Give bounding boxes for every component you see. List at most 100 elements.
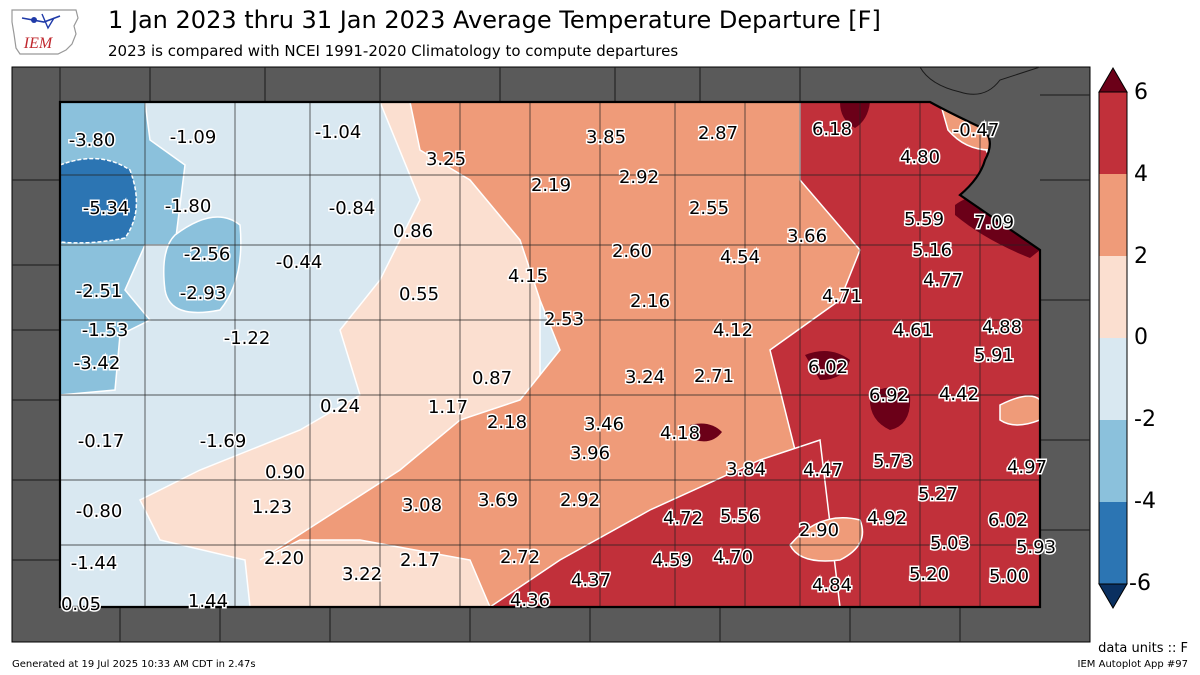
value-label: 2.17 [400, 550, 440, 571]
value-label: 5.91 [974, 345, 1014, 366]
value-label: 4.15 [508, 266, 548, 287]
value-label: 7.09 [974, 212, 1014, 233]
value-label: -3.80 [69, 130, 116, 151]
value-label: 3.66 [787, 226, 827, 247]
value-label: 3.08 [402, 495, 442, 516]
value-label: 2.53 [544, 309, 584, 330]
value-label: -5.34 [83, 198, 130, 219]
value-label: 4.84 [812, 575, 852, 596]
logo-text: IEM [23, 35, 54, 52]
value-label: 4.88 [982, 317, 1022, 338]
value-label: 2.18 [487, 412, 527, 433]
value-label: 4.36 [510, 590, 550, 611]
value-label: 6.18 [812, 119, 852, 140]
value-label: 4.42 [939, 384, 979, 405]
value-label: 2.90 [799, 520, 839, 541]
value-label: 3.24 [625, 367, 665, 388]
colorbar-tick-label: -2 [1134, 407, 1156, 432]
map-title: 1 Jan 2023 thru 31 Jan 2023 Average Temp… [108, 6, 881, 34]
value-label: 0.24 [320, 396, 360, 417]
value-label: 2.72 [500, 547, 540, 568]
value-label: -2.51 [76, 281, 123, 302]
value-label: -1.22 [224, 328, 271, 349]
contour-over-6-a [840, 102, 870, 128]
value-label: 4.97 [1007, 457, 1047, 478]
value-label: 4.71 [822, 286, 862, 307]
app-reference: IEM Autoplot App #97 [1077, 659, 1188, 670]
colorbar-bin [1099, 420, 1127, 502]
value-label: 4.72 [663, 508, 703, 529]
colorbar-under-arrow [1098, 583, 1128, 609]
generated-timestamp: Generated at 19 Jul 2025 10:33 AM CDT in… [12, 659, 256, 670]
value-label: 4.80 [900, 147, 940, 168]
colorbar-tick-label: 0 [1134, 325, 1148, 350]
value-label: 2.92 [619, 167, 659, 188]
value-label: -0.80 [76, 501, 123, 522]
value-label: 3.46 [584, 414, 624, 435]
value-label: -0.84 [329, 198, 376, 219]
value-label: -1.80 [165, 196, 212, 217]
value-label: 0.87 [472, 368, 512, 389]
contour-over-6-e [690, 423, 722, 442]
value-label: 4.61 [893, 320, 933, 341]
colorbar-bin [1099, 502, 1127, 584]
value-label: 5.56 [720, 506, 760, 527]
value-label: 0.05 [61, 594, 101, 615]
colorbar-ticks: 6 4 2 0 -2 -4 -6 [1129, 80, 1156, 596]
colorbar-bin [1099, 256, 1127, 338]
value-label: 0.90 [265, 462, 305, 483]
value-label: 6.92 [869, 385, 909, 406]
colorbar: 6 4 2 0 -2 -4 -6 [1098, 67, 1156, 609]
colorbar-bin [1099, 174, 1127, 256]
temperature-departure-map: -3.80 -1.09 -1.04 3.25 3.85 2.87 6.18 -0… [11, 66, 1091, 643]
contour-band-4-6-south [487, 438, 841, 607]
value-label: 3.25 [426, 149, 466, 170]
colorbar-tick-label: 4 [1134, 162, 1148, 187]
value-label: 5.93 [1016, 537, 1056, 558]
value-label: 4.92 [867, 508, 907, 529]
value-label: 3.84 [726, 459, 766, 480]
value-label: -1.53 [82, 320, 129, 341]
value-label: 4.12 [713, 320, 753, 341]
value-label: -1.04 [315, 122, 362, 143]
colorbar-over-arrow [1098, 67, 1128, 93]
value-label: 4.54 [720, 247, 760, 268]
contour-band--6--4 [60, 157, 138, 244]
value-label: 0.55 [399, 284, 439, 305]
value-label: 6.02 [808, 357, 848, 378]
value-label: 5.27 [918, 484, 958, 505]
contour-over-6-c [869, 387, 911, 430]
value-label: 5.59 [904, 209, 944, 230]
value-label: 2.55 [689, 198, 729, 219]
colorbar-tick-label: -4 [1134, 489, 1156, 514]
colorbar-bin [1099, 92, 1127, 174]
value-label: 6.02 [988, 510, 1028, 531]
value-label: 5.00 [989, 566, 1029, 587]
iem-logo: IEM [11, 9, 79, 55]
value-label: -0.47 [953, 120, 1000, 141]
value-label: 3.69 [478, 490, 518, 511]
value-label: 1.44 [188, 591, 228, 612]
value-label: 1.17 [428, 397, 468, 418]
colorbar-tick-label: 2 [1134, 244, 1148, 269]
value-label: 4.18 [660, 423, 700, 444]
value-label: 4.70 [713, 547, 753, 568]
value-label: 3.22 [342, 564, 382, 585]
value-label: 2.71 [694, 366, 734, 387]
value-label: -1.69 [200, 431, 247, 452]
value-label: 4.77 [923, 270, 963, 291]
colorbar-bins [1099, 92, 1127, 584]
colorbar-tick-label: -6 [1129, 571, 1151, 596]
value-label: -3.42 [74, 353, 121, 374]
value-label: -2.93 [180, 283, 227, 304]
value-label: 2.16 [630, 291, 670, 312]
value-label: 3.96 [570, 443, 610, 464]
value-label: -0.17 [78, 431, 125, 452]
colorbar-bin [1099, 338, 1127, 420]
value-label: -1.09 [170, 127, 217, 148]
value-label: 5.03 [930, 533, 970, 554]
value-label: -1.44 [71, 553, 118, 574]
value-label: 4.59 [652, 550, 692, 571]
value-label: 5.73 [873, 451, 913, 472]
state-border [58, 100, 1042, 609]
